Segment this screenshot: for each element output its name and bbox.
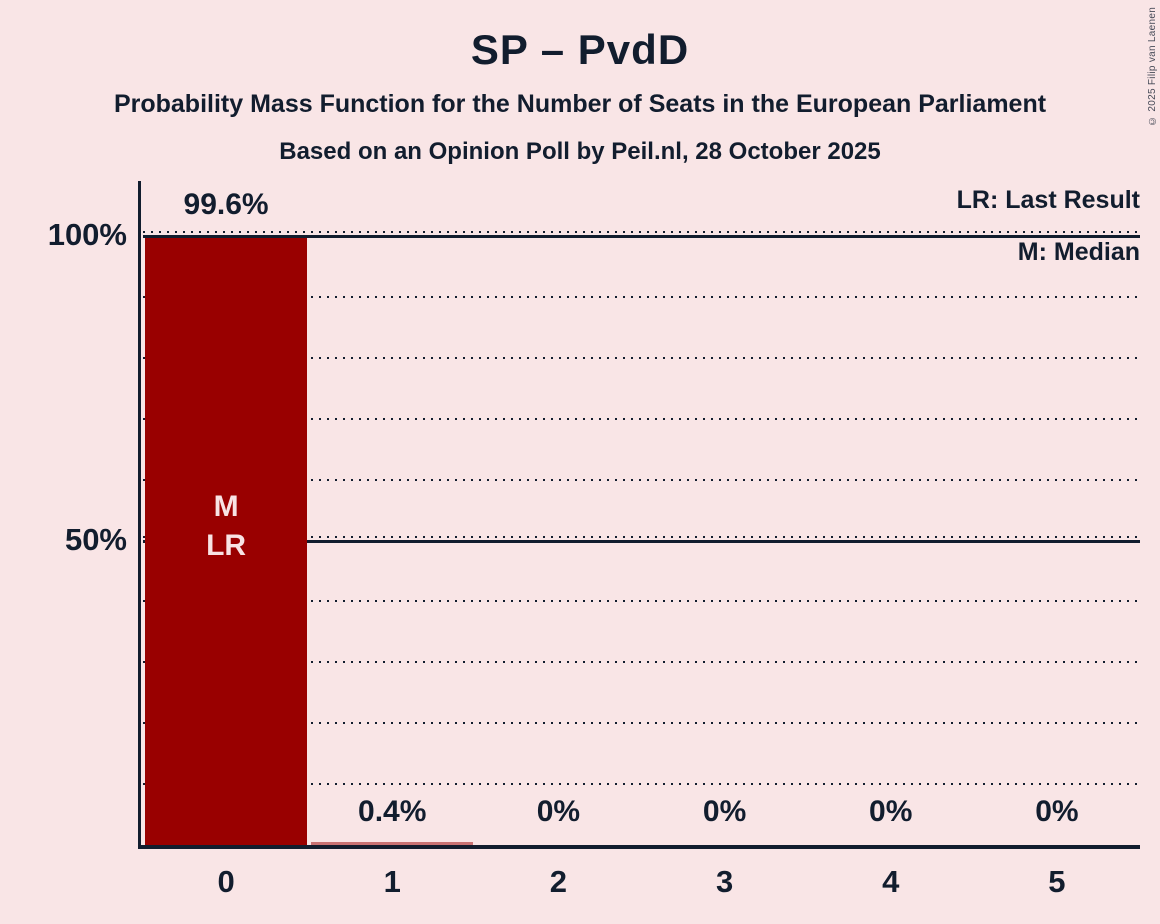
legend-median: M: Median: [1017, 238, 1140, 266]
chart-poll-source: Based on an Opinion Poll by Peil.nl, 28 …: [279, 138, 881, 165]
bar-value-label: 0%: [869, 795, 913, 828]
x-tick-label: 4: [882, 864, 900, 899]
y-tick-label: 50%: [64, 521, 127, 557]
bar-value-label: 99.6%: [183, 188, 269, 222]
dotted-gridline: [143, 417, 1140, 420]
bar-value-label: 0.4%: [358, 795, 427, 828]
bar-value-label: 0%: [702, 795, 747, 828]
x-tick-label: 2: [549, 864, 568, 899]
x-tick-label: 0: [217, 864, 235, 899]
bar-seat-0: [145, 238, 308, 845]
chart-subtitle: Probability Mass Function for the Number…: [113, 90, 1047, 118]
dotted-gridline: [143, 600, 1140, 603]
dotted-gridline: [143, 231, 1140, 233]
x-axis-line: [138, 845, 1140, 849]
solid-gridline: [143, 539, 1140, 543]
x-tick-label: 3: [715, 864, 734, 899]
dotted-gridline: [143, 535, 1140, 538]
annotation-line: LR: [206, 529, 247, 562]
bar-value-label: 0%: [536, 795, 581, 828]
dotted-gridline: [143, 356, 1140, 359]
dotted-gridline: [143, 783, 1140, 786]
y-tick-label: 100%: [47, 217, 127, 252]
bar-value-label: 0%: [1035, 795, 1079, 828]
x-tick-label: 5: [1048, 864, 1066, 899]
y-axis-line: [138, 181, 141, 847]
bar-seat-1: [311, 842, 474, 845]
dotted-gridline: [143, 295, 1140, 298]
dotted-gridline: [143, 722, 1140, 725]
x-tick-label: 1: [383, 864, 401, 899]
solid-gridline: [143, 235, 1140, 238]
chart-title: SP – PvdD: [470, 26, 690, 73]
legend-last-result: LR: Last Result: [956, 186, 1140, 214]
copyright-notice: © 2025 Filip van Laenen: [1147, 6, 1158, 126]
dotted-gridline: [143, 478, 1140, 481]
annotation-line: M: [213, 490, 239, 523]
dotted-gridline: [143, 661, 1140, 664]
median-last-result-annotation: M LR: [143, 487, 309, 565]
